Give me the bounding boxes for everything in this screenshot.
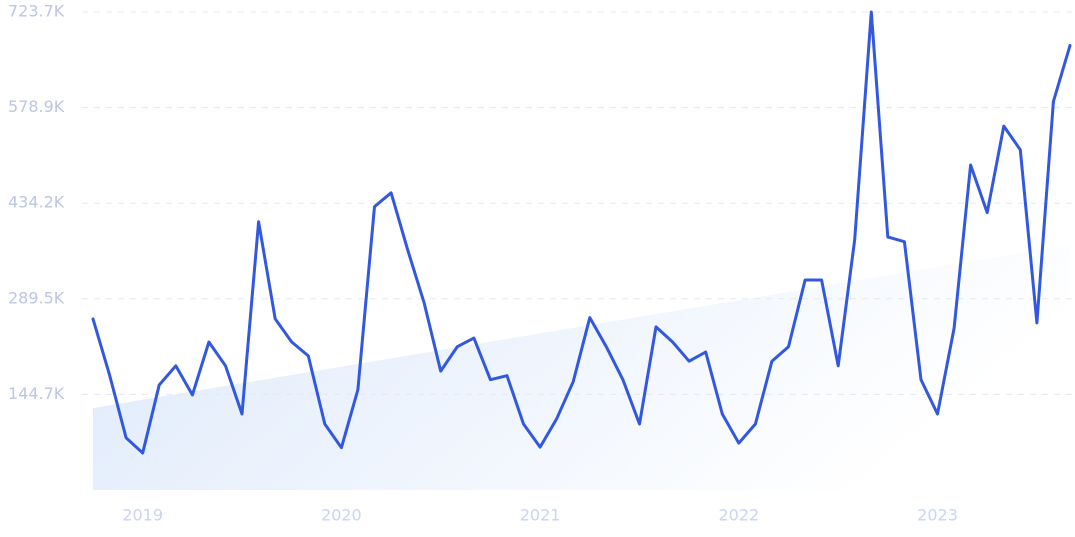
x-tick-label: 2021 <box>520 506 561 525</box>
y-tick-label: 434.2K <box>8 193 65 212</box>
y-tick-label: 144.7K <box>8 384 65 403</box>
y-tick-label: 289.5K <box>8 288 65 307</box>
x-tick-label: 2022 <box>718 506 759 525</box>
line <box>91 10 1072 455</box>
x-tick-label: 2019 <box>122 506 163 525</box>
y-tick-label: 723.7K <box>8 2 65 21</box>
trend-area <box>93 244 1070 490</box>
x-tick-label: 2020 <box>321 506 362 525</box>
x-tick-label: 2023 <box>917 506 958 525</box>
y-tick-label: 578.9K <box>8 97 65 116</box>
